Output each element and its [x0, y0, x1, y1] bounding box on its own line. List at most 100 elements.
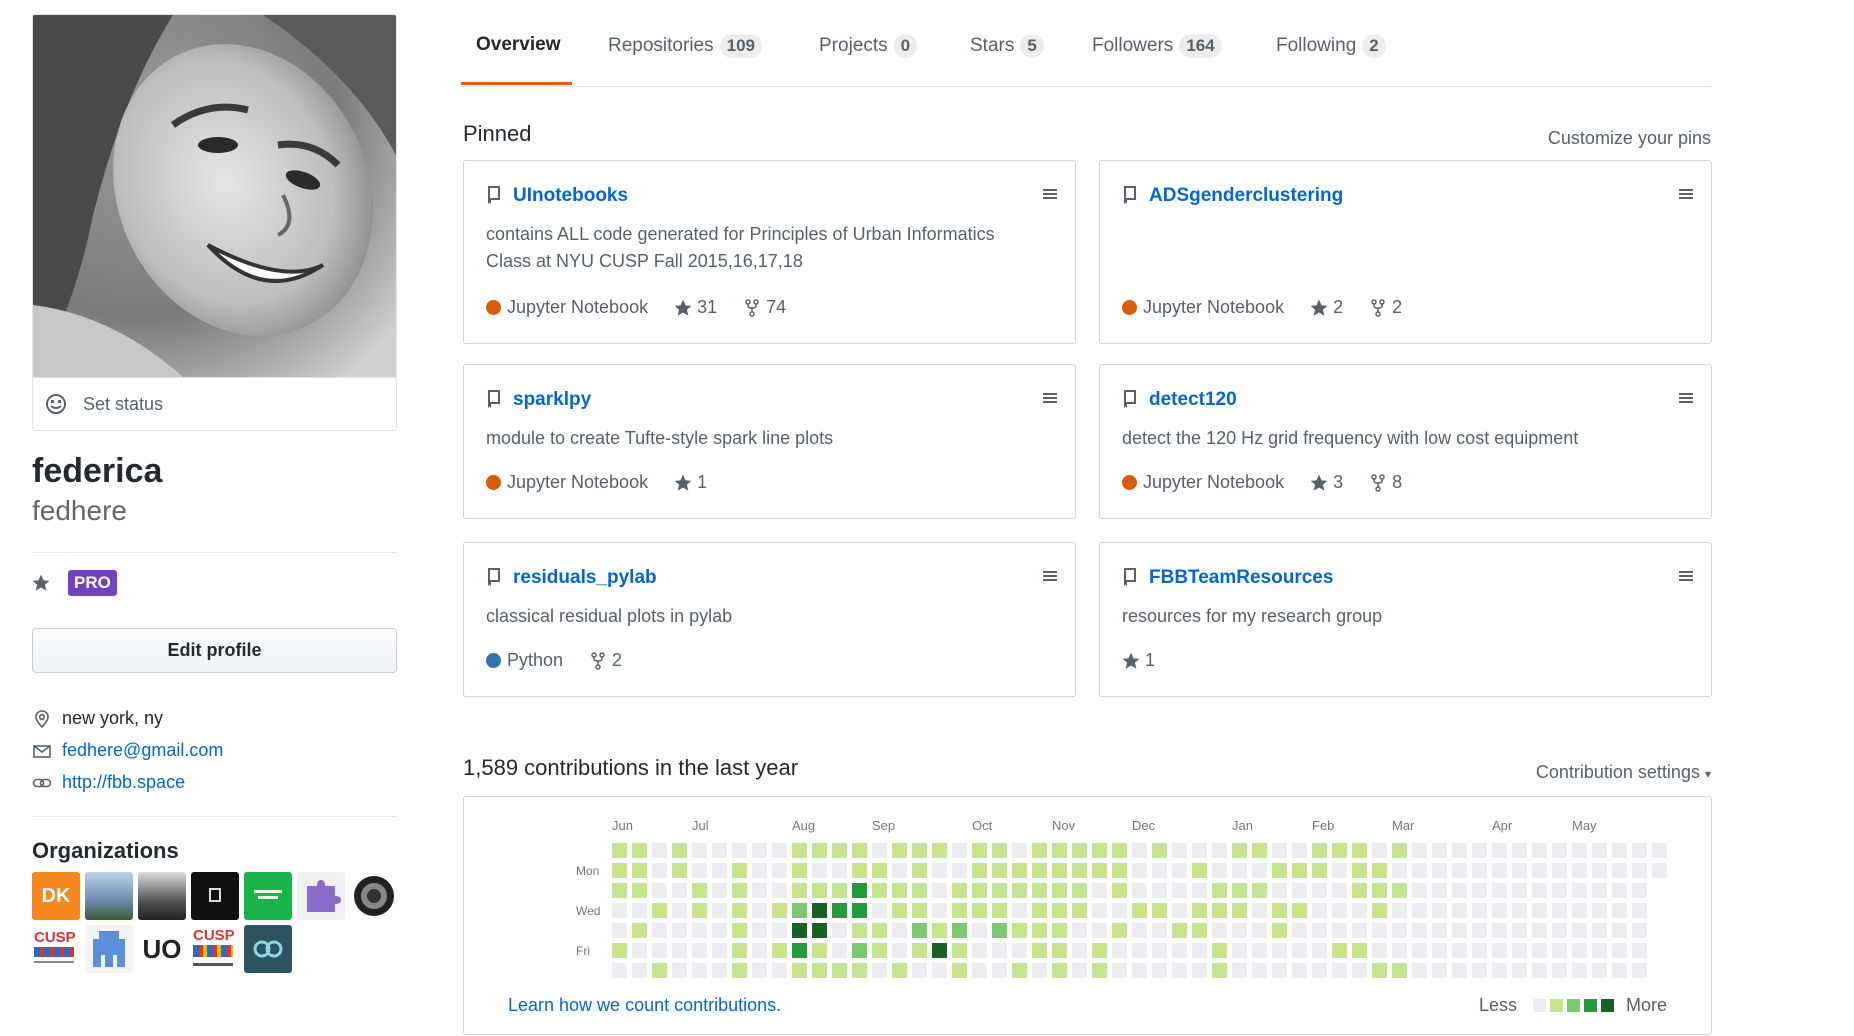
repo-stars[interactable]: 31: [674, 297, 717, 318]
tab-overview[interactable]: Overview: [476, 34, 561, 56]
contribution-day[interactable]: [1452, 843, 1467, 858]
contribution-day[interactable]: [772, 863, 787, 878]
contribution-day[interactable]: [1632, 923, 1647, 938]
contribution-day[interactable]: [1392, 883, 1407, 898]
contribution-day[interactable]: [1592, 843, 1607, 858]
contribution-day[interactable]: [1252, 843, 1267, 858]
contribution-day[interactable]: [1032, 963, 1047, 978]
org-avatar-building[interactable]: [85, 872, 133, 920]
contribution-day[interactable]: [772, 943, 787, 958]
contribution-day[interactable]: [912, 883, 927, 898]
contribution-day[interactable]: [612, 843, 627, 858]
contribution-day[interactable]: [612, 943, 627, 958]
contribution-day[interactable]: [1552, 963, 1567, 978]
contribution-day[interactable]: [932, 903, 947, 918]
contribution-day[interactable]: [692, 963, 707, 978]
contribution-day[interactable]: [1152, 863, 1167, 878]
contribution-day[interactable]: [1512, 923, 1527, 938]
tab-stars[interactable]: Stars 5: [970, 34, 1044, 58]
contribution-day[interactable]: [872, 963, 887, 978]
contribution-day[interactable]: [932, 843, 947, 858]
org-avatar-uo[interactable]: UO: [138, 925, 186, 973]
contribution-day[interactable]: [1252, 923, 1267, 938]
contribution-day[interactable]: [672, 883, 687, 898]
contribution-day[interactable]: [1472, 943, 1487, 958]
contribution-day[interactable]: [1492, 843, 1507, 858]
contribution-day[interactable]: [1212, 943, 1227, 958]
contribution-day[interactable]: [1352, 843, 1367, 858]
contribution-day[interactable]: [992, 923, 1007, 938]
contribution-day[interactable]: [1572, 883, 1587, 898]
contribution-day[interactable]: [732, 943, 747, 958]
contribution-day[interactable]: [1112, 943, 1127, 958]
contribution-day[interactable]: [1292, 863, 1307, 878]
contribution-day[interactable]: [1192, 923, 1207, 938]
contribution-day[interactable]: [1252, 903, 1267, 918]
contribution-day[interactable]: [992, 843, 1007, 858]
contribution-day[interactable]: [652, 863, 667, 878]
contribution-day[interactable]: [972, 843, 987, 858]
contribution-day[interactable]: [732, 963, 747, 978]
contribution-day[interactable]: [612, 923, 627, 938]
contribution-day[interactable]: [752, 903, 767, 918]
repo-stars[interactable]: 1: [674, 472, 707, 493]
contribution-day[interactable]: [1452, 963, 1467, 978]
contribution-day[interactable]: [972, 923, 987, 938]
contribution-day[interactable]: [1312, 843, 1327, 858]
contribution-day[interactable]: [972, 863, 987, 878]
contribution-day[interactable]: [1332, 943, 1347, 958]
repo-name-link[interactable]: detect120: [1149, 389, 1237, 410]
contribution-day[interactable]: [672, 843, 687, 858]
contribution-day[interactable]: [952, 943, 967, 958]
contribution-day[interactable]: [912, 943, 927, 958]
contribution-day[interactable]: [1172, 843, 1187, 858]
contribution-day[interactable]: [1012, 943, 1027, 958]
contribution-day[interactable]: [1432, 903, 1447, 918]
contribution-day[interactable]: [892, 903, 907, 918]
contribution-day[interactable]: [832, 963, 847, 978]
contribution-day[interactable]: [1372, 863, 1387, 878]
contribution-day[interactable]: [892, 923, 907, 938]
contribution-day[interactable]: [652, 903, 667, 918]
contribution-day[interactable]: [1052, 963, 1067, 978]
contribution-day[interactable]: [1052, 883, 1067, 898]
website-link[interactable]: http://fbb.space: [62, 772, 186, 792]
contribution-day[interactable]: [932, 923, 947, 938]
contribution-day[interactable]: [1392, 903, 1407, 918]
contribution-day[interactable]: [1372, 923, 1387, 938]
contribution-day[interactable]: [952, 923, 967, 938]
contribution-day[interactable]: [1532, 923, 1547, 938]
contribution-day[interactable]: [812, 843, 827, 858]
contribution-day[interactable]: [852, 923, 867, 938]
drag-handle-icon[interactable]: [1043, 569, 1057, 583]
contribution-day[interactable]: [772, 963, 787, 978]
contribution-day[interactable]: [1632, 863, 1647, 878]
contribution-day[interactable]: [1532, 963, 1547, 978]
contribution-day[interactable]: [1592, 943, 1607, 958]
contribution-day[interactable]: [1152, 923, 1167, 938]
contribution-day[interactable]: [1212, 903, 1227, 918]
contribution-day[interactable]: [1372, 943, 1387, 958]
contribution-day[interactable]: [1132, 883, 1147, 898]
contribution-day[interactable]: [1112, 903, 1127, 918]
contribution-day[interactable]: [972, 963, 987, 978]
contribution-day[interactable]: [1152, 883, 1167, 898]
contribution-day[interactable]: [1272, 883, 1287, 898]
contribution-day[interactable]: [992, 963, 1007, 978]
contribution-day[interactable]: [652, 843, 667, 858]
drag-handle-icon[interactable]: [1679, 391, 1693, 405]
contribution-day[interactable]: [1292, 843, 1307, 858]
contribution-day[interactable]: [852, 943, 867, 958]
contribution-day[interactable]: [1032, 863, 1047, 878]
contribution-day[interactable]: [832, 903, 847, 918]
tab-following[interactable]: Following 2: [1276, 34, 1386, 58]
contribution-day[interactable]: [1332, 863, 1347, 878]
contribution-day[interactable]: [812, 863, 827, 878]
contribution-day[interactable]: [1332, 883, 1347, 898]
contribution-day[interactable]: [1212, 923, 1227, 938]
contribution-day[interactable]: [1592, 903, 1607, 918]
contribution-day[interactable]: [1512, 943, 1527, 958]
contribution-day[interactable]: [1472, 963, 1487, 978]
contribution-day[interactable]: [732, 883, 747, 898]
contribution-day[interactable]: [1412, 863, 1427, 878]
